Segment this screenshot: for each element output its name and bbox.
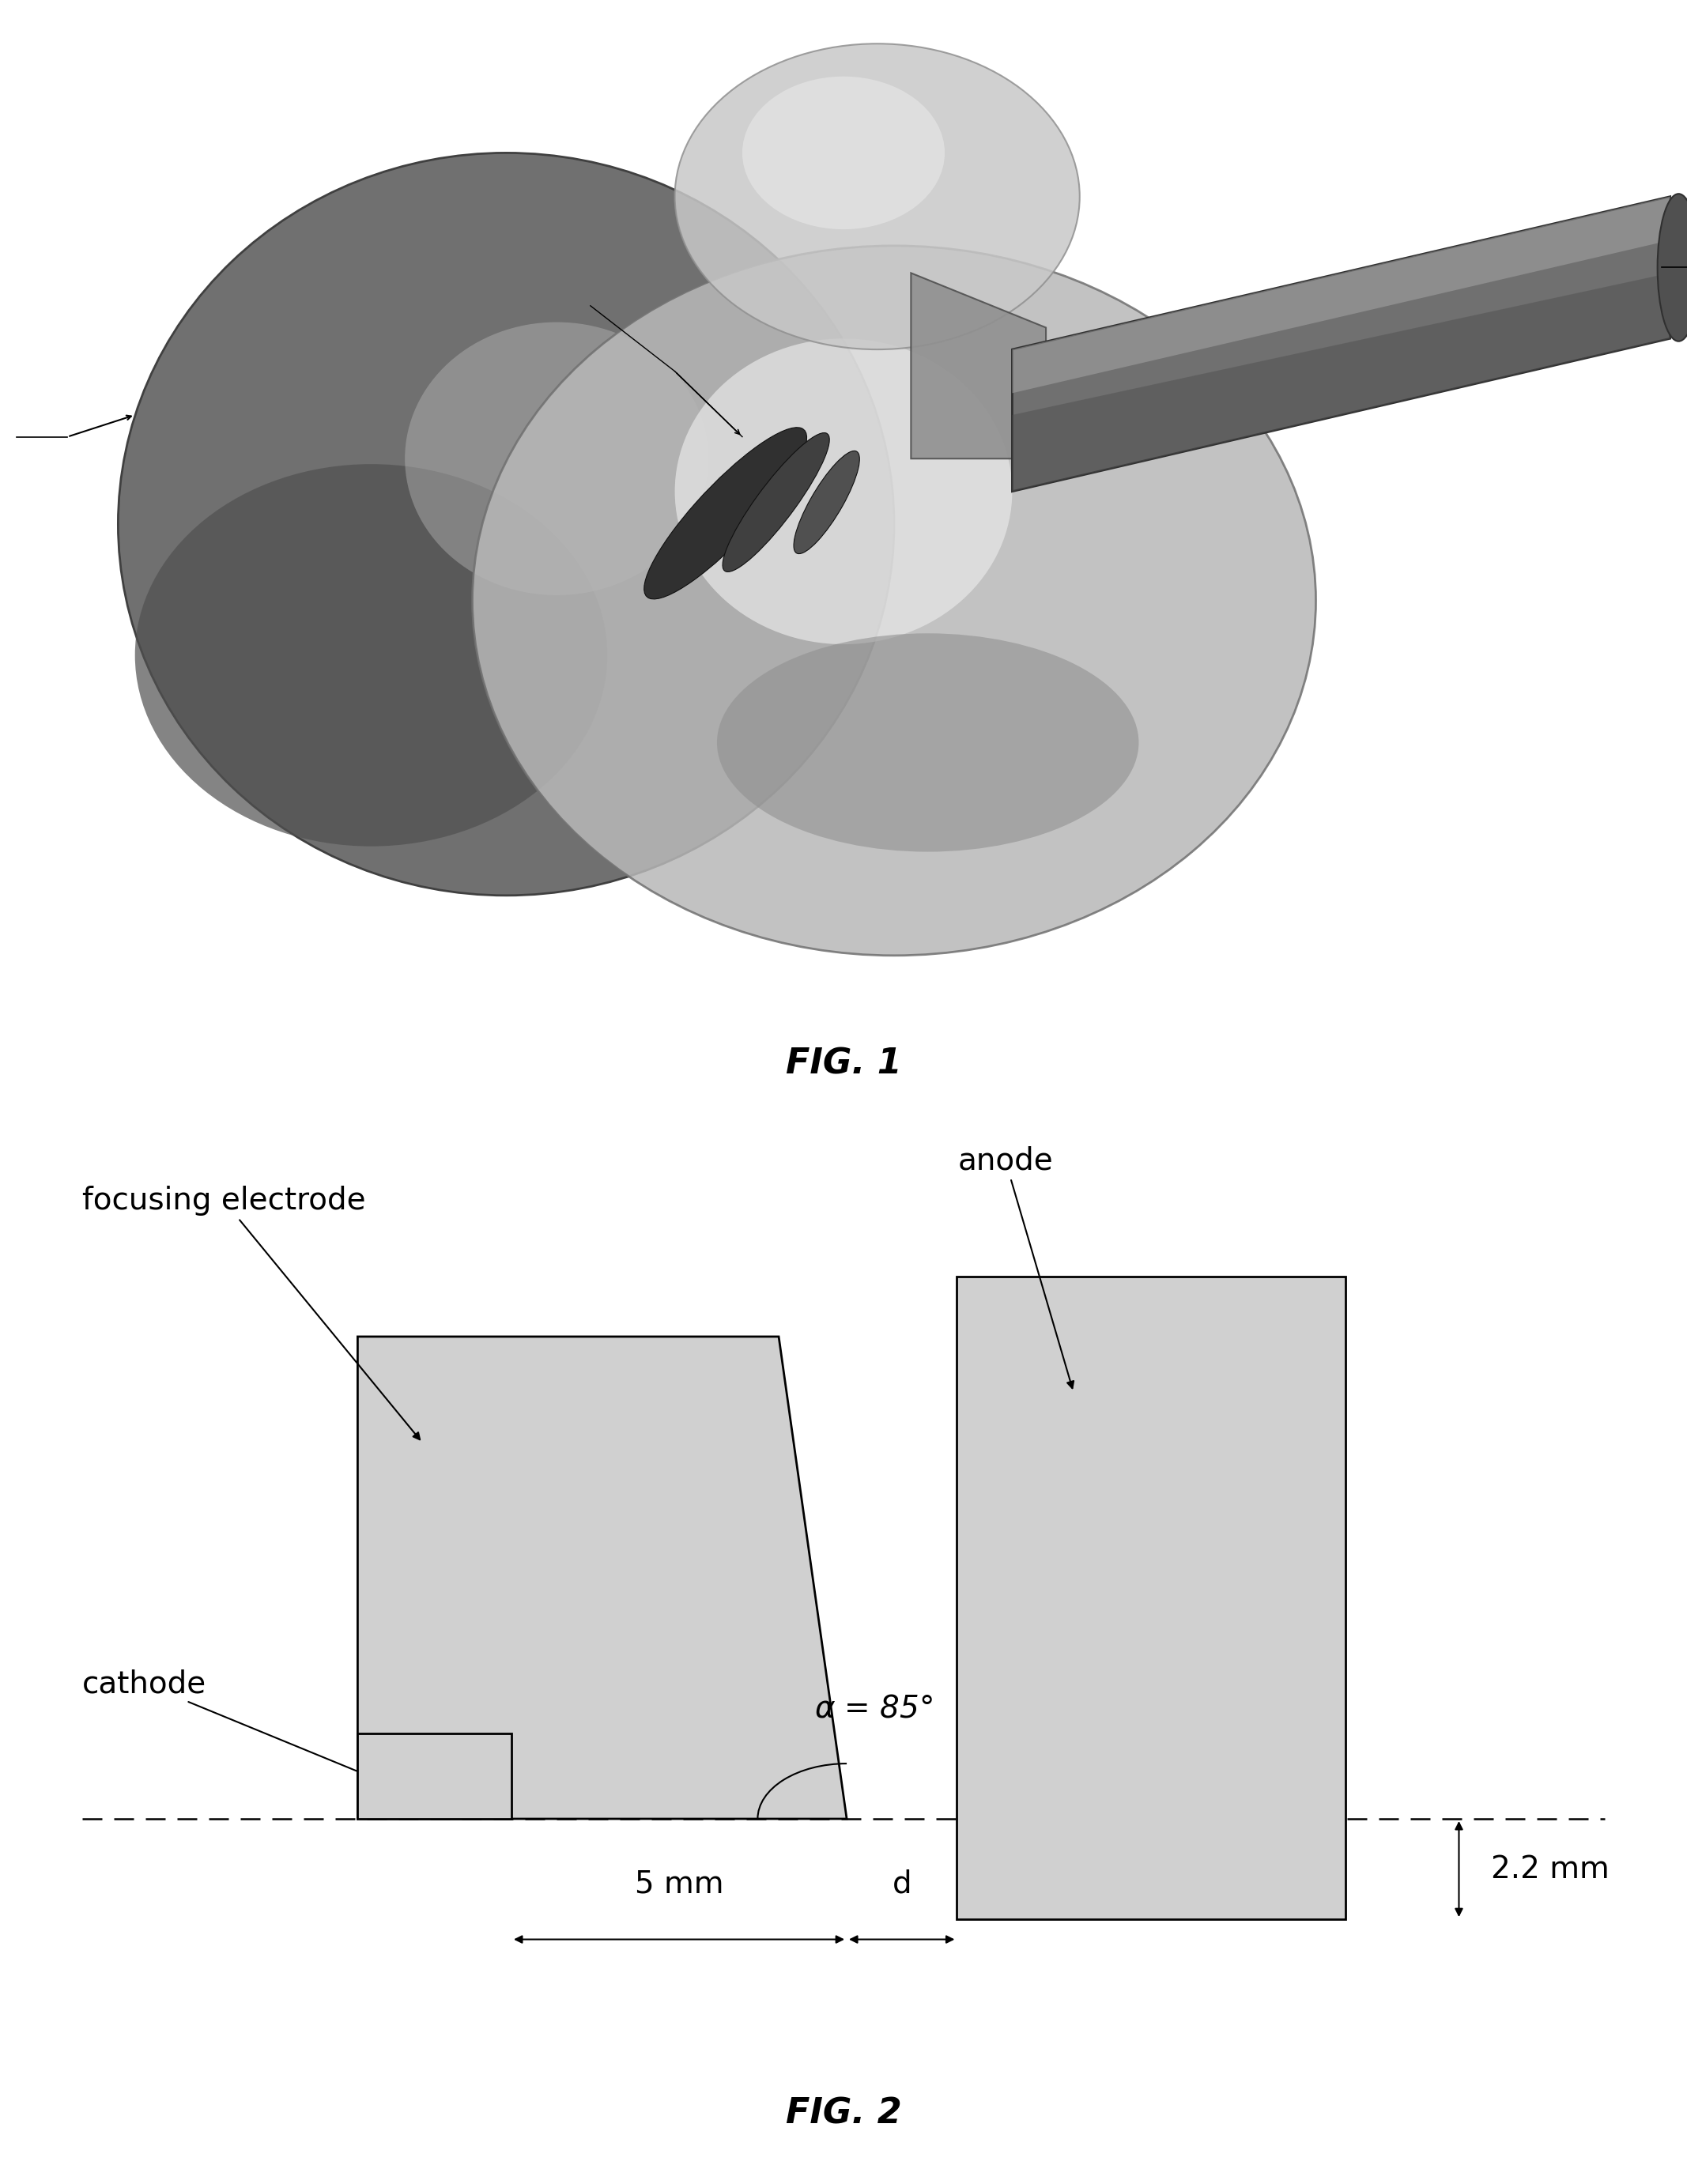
Polygon shape [1012,197,1670,491]
Polygon shape [358,1337,847,1819]
Ellipse shape [742,76,945,229]
Text: 5 mm: 5 mm [634,1870,724,1900]
Bar [358,1734,511,1819]
Ellipse shape [135,465,607,847]
Text: FIG. 2: FIG. 2 [786,2097,901,2129]
Ellipse shape [1657,194,1687,341]
Polygon shape [1012,273,1670,491]
Ellipse shape [644,428,806,598]
Ellipse shape [717,633,1139,852]
Ellipse shape [118,153,894,895]
Text: 2.2 mm: 2.2 mm [1491,1854,1609,1885]
Text: focusing electrode: focusing electrode [83,1186,420,1439]
Text: FIG. 1: FIG. 1 [786,1046,901,1081]
Polygon shape [1012,197,1670,393]
Polygon shape [911,273,1046,459]
Ellipse shape [405,321,709,594]
Ellipse shape [722,432,830,572]
Ellipse shape [472,245,1316,954]
Text: d: d [892,1870,911,1900]
Ellipse shape [675,339,1012,644]
Text: $\alpha$ = 85°: $\alpha$ = 85° [815,1693,933,1723]
Ellipse shape [675,44,1080,349]
Bar [957,1275,1346,1920]
Text: anode: anode [958,1147,1073,1389]
Text: cathode: cathode [83,1669,386,1784]
Ellipse shape [793,450,860,555]
